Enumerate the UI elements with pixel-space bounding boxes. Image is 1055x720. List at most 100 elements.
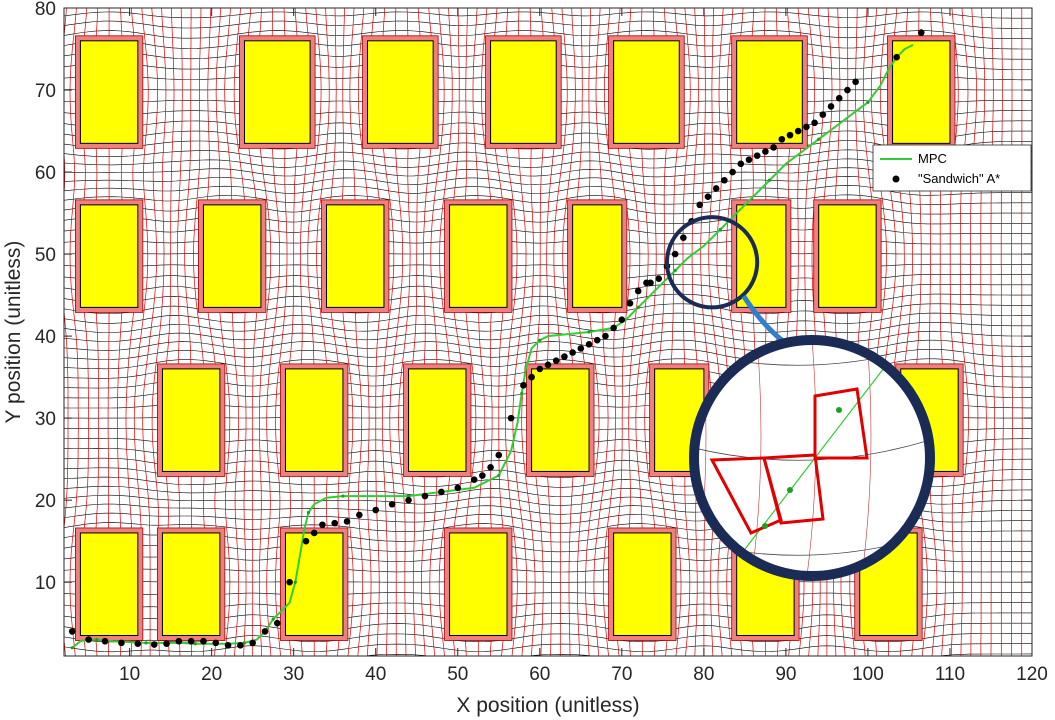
grid-line-horizontal [64, 330, 1032, 343]
astar-point [811, 119, 818, 127]
grid-line-vertical [573, 8, 589, 656]
x-tick-label: 60 [529, 664, 550, 685]
grid-line-vertical [691, 8, 701, 656]
grid-line-vertical [970, 8, 979, 656]
inset-mpc-sample-point [836, 407, 842, 413]
grid-line-vertical [69, 8, 79, 656]
astar-point [224, 642, 232, 649]
astar-point [85, 636, 92, 643]
astar-point [671, 250, 679, 258]
astar-point [470, 476, 478, 483]
astar-point [680, 234, 687, 241]
astar-point [372, 506, 380, 514]
astar-point [729, 168, 736, 176]
mpc-sample-point [341, 494, 345, 498]
zoom-source-circle [664, 215, 760, 310]
obstacle [161, 368, 221, 472]
y-tick-label: 30 [35, 409, 56, 430]
astar-point [507, 414, 515, 422]
astar-point [150, 641, 158, 648]
grid-line-vertical [700, 8, 713, 656]
astar-point [593, 336, 601, 344]
grid-line-vertical [959, 8, 969, 656]
legend-mpc-label: MPC [918, 151, 947, 166]
grid-line-vertical [980, 8, 987, 656]
obstacle [531, 368, 590, 472]
astar-point [827, 103, 835, 110]
grid-line-horizontal [64, 20, 1032, 29]
astar-point [696, 201, 704, 209]
grid-line-horizontal [64, 30, 1032, 40]
x-tick-label: 30 [283, 664, 304, 685]
legend-box [872, 144, 1032, 192]
x-tick-label: 80 [693, 664, 714, 685]
astar-point [273, 619, 281, 627]
astar-point [626, 299, 634, 307]
x-tick-label: 120 [1016, 664, 1048, 685]
astar-point [454, 484, 462, 492]
astar-point [917, 29, 925, 36]
astar-point [577, 345, 585, 352]
mpc-sample-point [242, 641, 247, 645]
astar-point [187, 637, 195, 645]
grid-line-vertical [1000, 8, 1004, 656]
grid-line-vertical [562, 8, 576, 656]
obstacle [243, 40, 311, 144]
mpc-sample-point [306, 510, 311, 515]
astar-point [618, 316, 626, 323]
astar-point [479, 472, 486, 479]
grid-line-vertical [553, 8, 568, 656]
y-tick-label: 60 [35, 163, 56, 184]
x-tick-label: 40 [365, 664, 386, 685]
obstacle [408, 368, 467, 472]
astar-point [487, 464, 494, 471]
astar-point [569, 349, 576, 356]
mpc-sample-point [673, 268, 677, 273]
astar-point [520, 382, 527, 389]
grid-line-vertical [593, 8, 609, 656]
obstacle [736, 40, 803, 144]
trajectories [68, 29, 925, 650]
astar-point [261, 628, 269, 635]
grid-line-horizontal [64, 11, 1032, 19]
astar-point [175, 637, 183, 645]
mpc-sample-point [497, 473, 501, 478]
obstacle [892, 40, 951, 144]
astar-point [331, 519, 339, 527]
astar-point [310, 529, 318, 537]
obstacle [613, 532, 672, 636]
astar-point [819, 111, 827, 118]
astar-point [101, 637, 109, 645]
astar-point [634, 287, 642, 295]
astar-point [249, 639, 256, 647]
grid-line-vertical [438, 8, 453, 656]
obstacle [79, 532, 139, 636]
astar-point [647, 279, 654, 287]
y-tick-label: 10 [35, 573, 56, 594]
grid-line-vertical [1011, 8, 1013, 656]
astar-point [835, 94, 843, 102]
mpc-sample-point [718, 227, 722, 232]
mpc-sample-point [95, 637, 99, 642]
astar-point [134, 640, 142, 647]
obstacle [284, 368, 344, 472]
mpc-sample-point [636, 305, 640, 309]
mpc-sample-point [70, 646, 74, 650]
astar-point [552, 357, 560, 365]
grid-line-vertical [142, 8, 158, 656]
astar-point [704, 193, 712, 200]
astar-point [405, 496, 412, 504]
astar-point [495, 451, 503, 459]
inset-footprint-box [762, 453, 825, 525]
grid-line-horizontal [64, 194, 1032, 205]
legend: MPC "Sandwich" A* [872, 144, 1032, 192]
mpc-sample-point [587, 330, 591, 334]
astar-point [745, 156, 753, 164]
astar-point [388, 500, 396, 508]
astar-point [610, 324, 617, 332]
astar-point [302, 537, 310, 545]
y-tick-label: 40 [35, 327, 56, 348]
grid-line-vertical [1021, 8, 1023, 656]
astar-point [561, 353, 568, 360]
